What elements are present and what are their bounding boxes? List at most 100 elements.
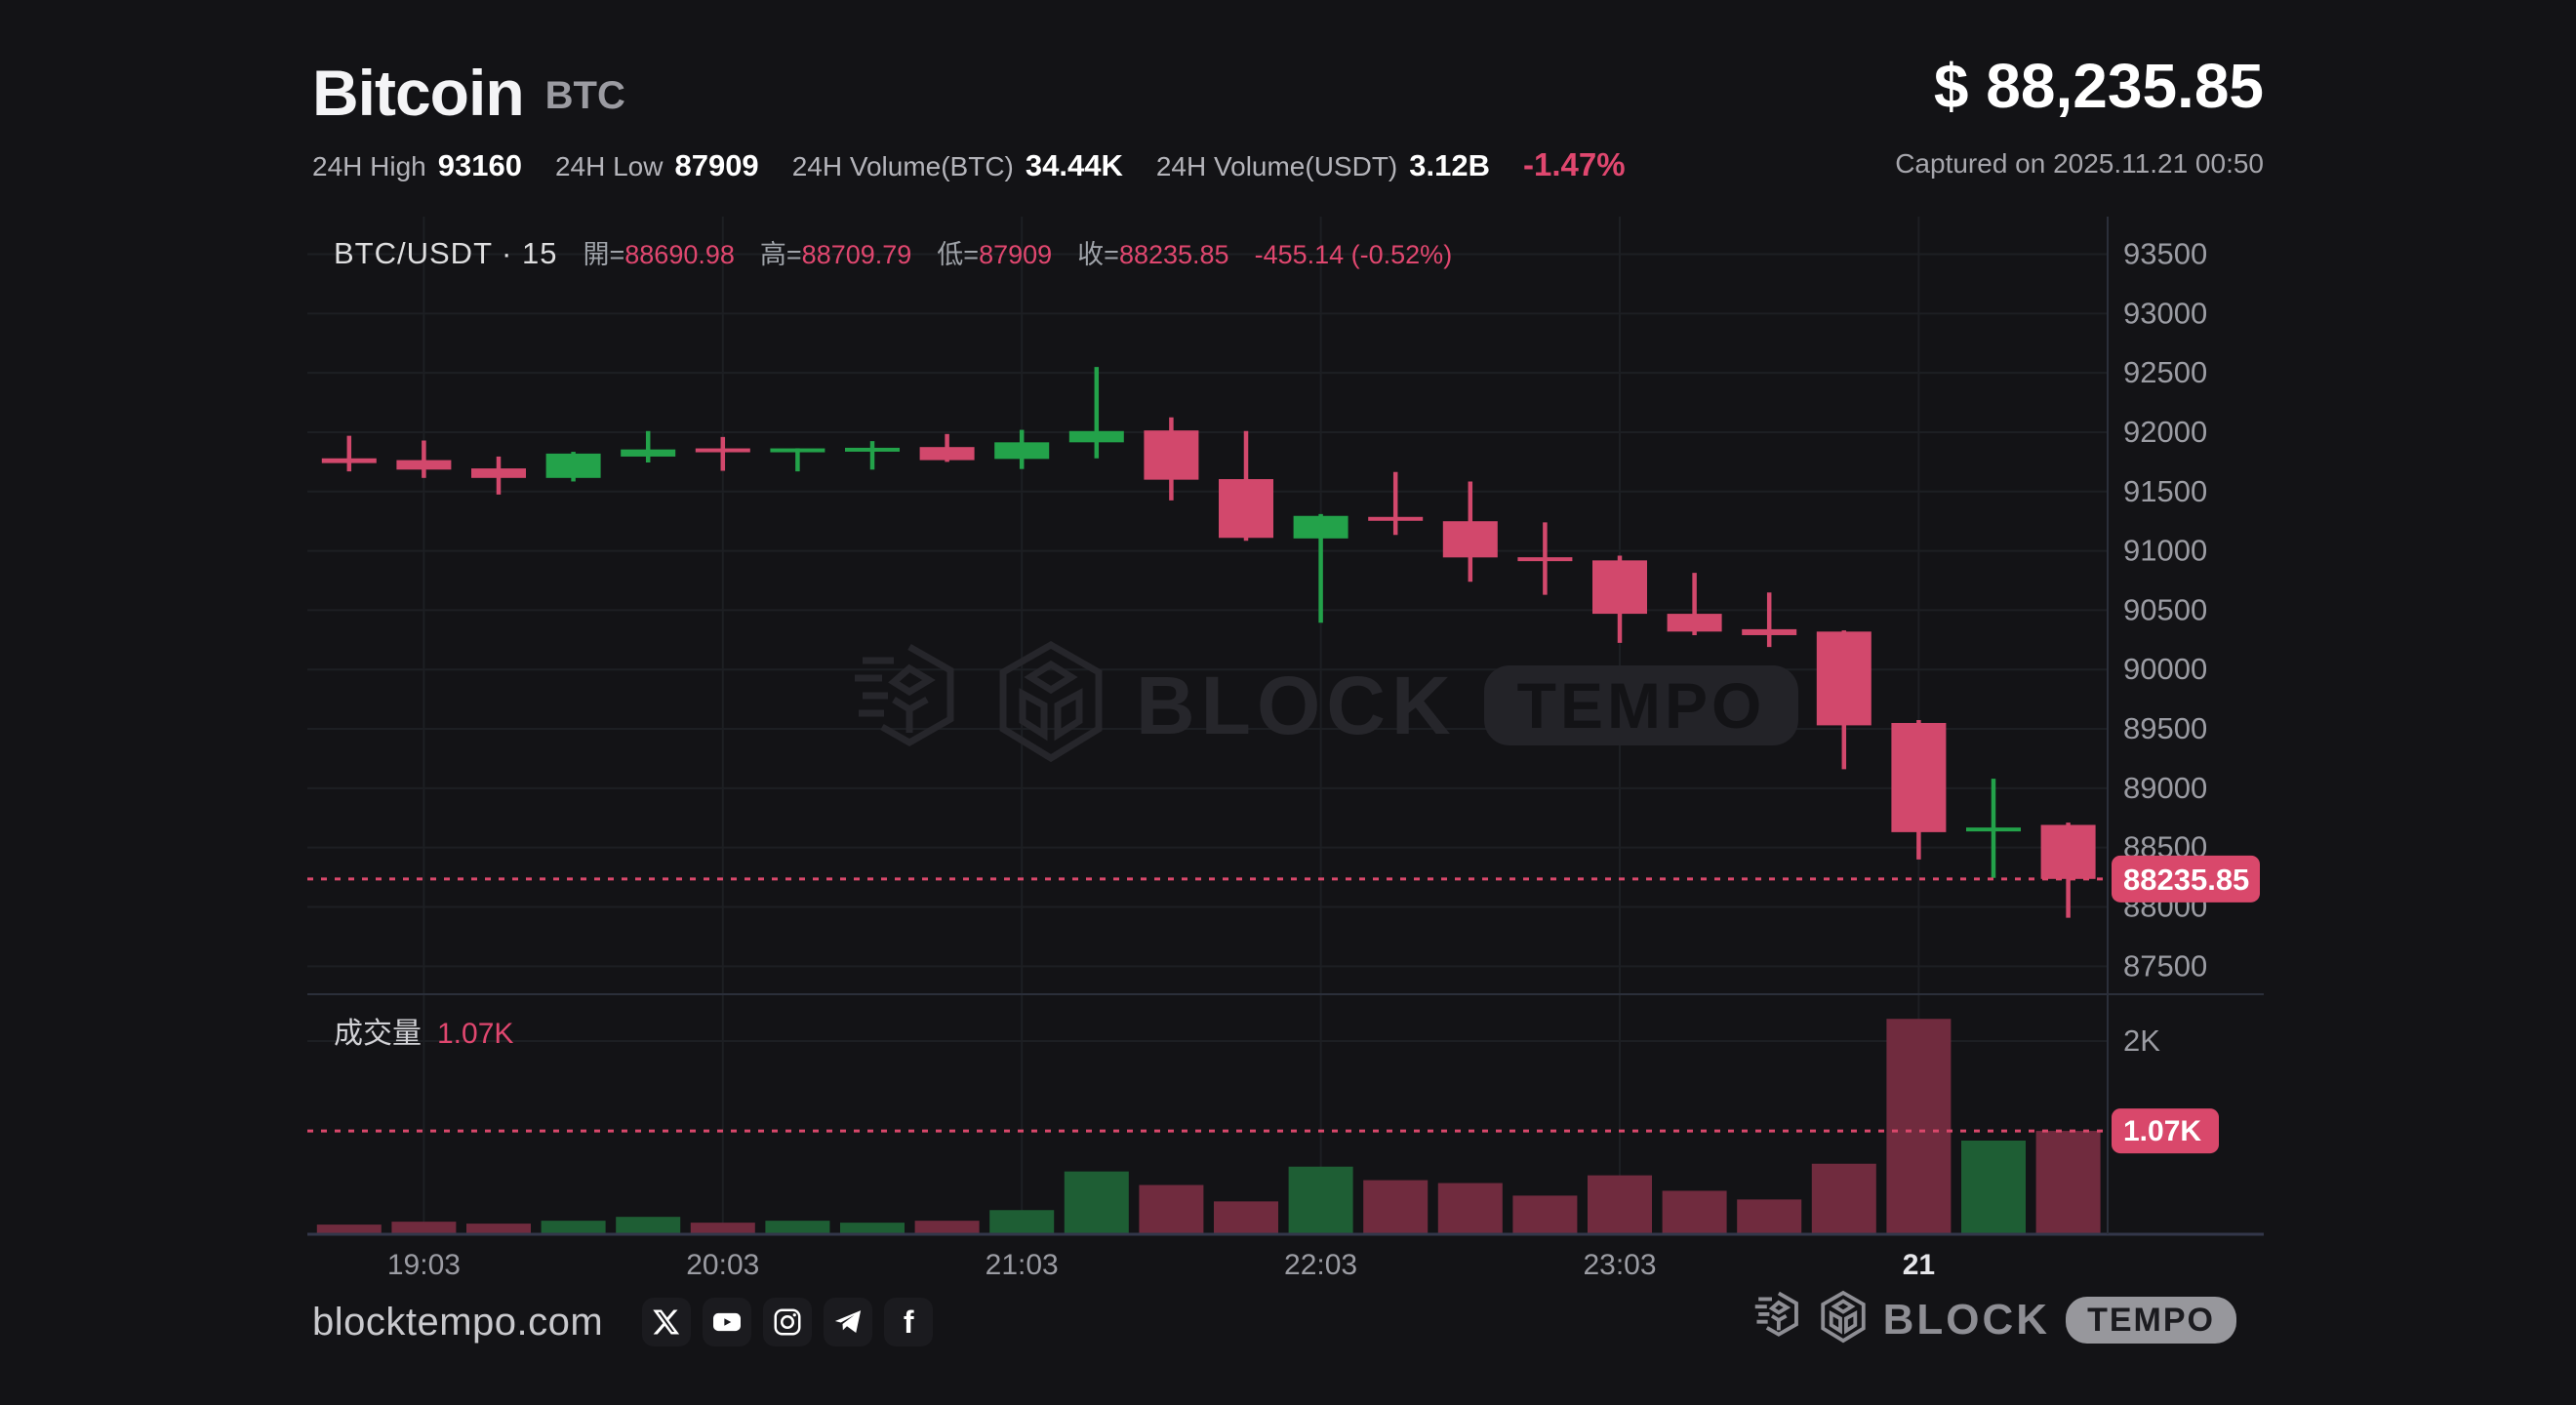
volume-bar [690, 1223, 755, 1234]
facebook-icon[interactable]: f [884, 1298, 934, 1346]
volume-bar [1737, 1199, 1802, 1234]
current-volume-line: 1.07K [307, 1108, 2219, 1154]
volume-line-badge [2112, 1108, 2219, 1154]
candle [1368, 471, 1424, 536]
watermark-tempo-pill: TEMPO [1483, 664, 1799, 745]
volume-axis-label: 2K [2123, 1024, 2160, 1058]
site-link[interactable]: blocktempo.com [312, 1300, 604, 1344]
blocktempo-watermark: BLOCK TEMPO [849, 639, 1799, 771]
telegram-icon[interactable] [824, 1298, 873, 1346]
volume-bar [1288, 1166, 1353, 1234]
volume-bar [466, 1224, 531, 1234]
legend-symbol-interval: BTC/USDT · 15 [334, 236, 558, 270]
legend-low: 低=87909 [937, 240, 1053, 269]
volume-bar [2035, 1131, 2101, 1234]
volume-bars [316, 1019, 2101, 1234]
price-axis-label: 90500 [2123, 592, 2207, 626]
candle [994, 429, 1050, 469]
price-axis-label: 89500 [2123, 711, 2207, 745]
price-axis-label: 93500 [2123, 237, 2207, 271]
brand-logo-cube-icon [1819, 1290, 1868, 1349]
chart-legend: BTC/USDT · 15 開=88690.98 高=88709.79 低=87… [334, 233, 1452, 271]
current-price: $ 88,235.85 [1933, 51, 2264, 121]
candle [1966, 779, 2021, 878]
youtube-icon[interactable] [703, 1298, 752, 1346]
blocktempo-logo-speed-icon [849, 639, 966, 771]
volume-bar [391, 1222, 457, 1234]
pane-borders [307, 217, 2264, 1236]
volume-bar [1512, 1195, 1578, 1234]
time-axis-label: 20:03 [686, 1249, 759, 1281]
volume-bar [1588, 1175, 1652, 1234]
volume-bar [989, 1210, 1055, 1234]
candle [1442, 481, 1498, 582]
candle [321, 435, 377, 472]
stat-24h-high: 24H High 93160 [312, 148, 522, 182]
watermark-block-text: BLOCK [1136, 659, 1457, 751]
footer-left: blocktempo.com f [312, 1298, 934, 1346]
time-axis-label: 21 [1903, 1249, 1935, 1281]
time-axis-label: 19:03 [387, 1249, 461, 1281]
volume-bar [541, 1221, 606, 1234]
x-twitter-icon[interactable] [642, 1298, 692, 1346]
stat-24h-volume-btc: 24H Volume(BTC) 34.44K [791, 148, 1123, 182]
price-axis-label: 91000 [2123, 534, 2207, 568]
volume-bar [1214, 1201, 1278, 1234]
candle [2040, 823, 2096, 918]
volume-bar [1662, 1190, 1727, 1234]
candle [396, 440, 452, 478]
social-links: f [642, 1298, 934, 1346]
change-24h-badge: -1.47% [1522, 146, 1626, 182]
price-block: $ 88,235.85 Captured on 2025.11.21 00:50 [1895, 55, 2264, 180]
price-axis-label: 92500 [2123, 355, 2207, 389]
candle [1517, 522, 1573, 595]
candle [1891, 719, 1947, 860]
volume-legend-label: 成交量 [334, 1018, 422, 1050]
candle [1667, 573, 1722, 635]
volume-bar [1363, 1180, 1429, 1234]
candle [471, 456, 526, 495]
candle [845, 441, 900, 470]
candle [1592, 555, 1647, 643]
svg-text:1.07K: 1.07K [2123, 1115, 2201, 1147]
price-axis-label: 87500 [2123, 948, 2207, 983]
volume-legend: 成交量 1.07K [334, 1009, 513, 1052]
candle [695, 436, 750, 471]
brand-logo-speed-icon [1752, 1290, 1803, 1349]
volume-bar [1064, 1171, 1129, 1234]
volume-bar [1811, 1163, 1876, 1234]
price-axis-label: 89000 [2123, 771, 2207, 805]
capture-timestamp: Captured on 2025.11.21 00:50 [1895, 148, 2264, 179]
candles [321, 367, 2096, 918]
price-axis-label: 91500 [2123, 474, 2207, 508]
stat-24h-low: 24H Low 87909 [554, 148, 759, 182]
price-grid-and-labels: 93500 93000 92500 92000 91500 91000 90500 90000… [307, 237, 2207, 1058]
current-price-line: 88235.85 [307, 855, 2260, 903]
candle [919, 433, 975, 462]
header-title-row: Bitcoin BTC [312, 60, 625, 125]
candle [621, 430, 676, 463]
legend-change: -455.14 (-0.52%) [1254, 240, 1453, 269]
volume-bar [616, 1217, 681, 1234]
volume-bar [840, 1223, 905, 1234]
volume-bar [1886, 1019, 1952, 1234]
ticker-symbol: BTC [544, 74, 625, 117]
price-axis-label: 93000 [2123, 296, 2207, 330]
footer-brand: BLOCK TEMPO [1752, 1290, 2236, 1349]
candle [1068, 367, 1124, 459]
brand-tempo-pill: TEMPO [2066, 1296, 2236, 1344]
price-axis-label: 92000 [2123, 415, 2207, 449]
time-axis-label: 23:03 [1583, 1249, 1656, 1281]
legend-open: 開=88690.98 [583, 240, 735, 269]
candle [1144, 417, 1199, 501]
time-axis-label: 21:03 [986, 1249, 1059, 1281]
blocktempo-logo-cube-icon [993, 639, 1108, 771]
legend-high: 高=88709.79 [759, 240, 912, 269]
instagram-icon[interactable] [763, 1298, 813, 1346]
volume-bar [914, 1221, 980, 1234]
candle [545, 452, 601, 482]
volume-bar [1961, 1140, 2026, 1234]
brand-block-text: BLOCK [1882, 1295, 2051, 1344]
